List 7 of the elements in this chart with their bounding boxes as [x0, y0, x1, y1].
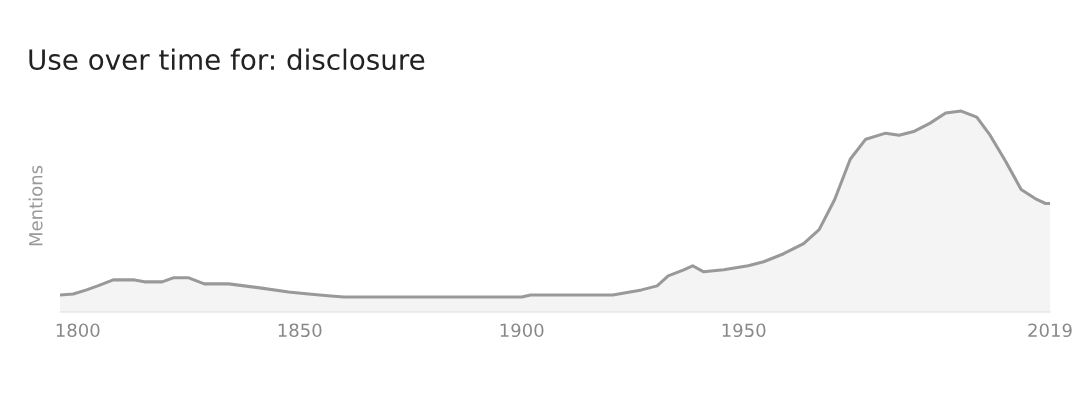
- x-tick-label: 1850: [278, 323, 322, 338]
- chart-title: Use over time for: disclosure: [29, 48, 425, 71]
- x-tick-label: 1800: [56, 323, 100, 338]
- x-tick-label: 2019: [1028, 323, 1072, 338]
- x-tick-label: 1950: [722, 323, 766, 338]
- y-axis-title: Mentions: [28, 165, 43, 246]
- x-tick-label: 1900: [500, 323, 544, 338]
